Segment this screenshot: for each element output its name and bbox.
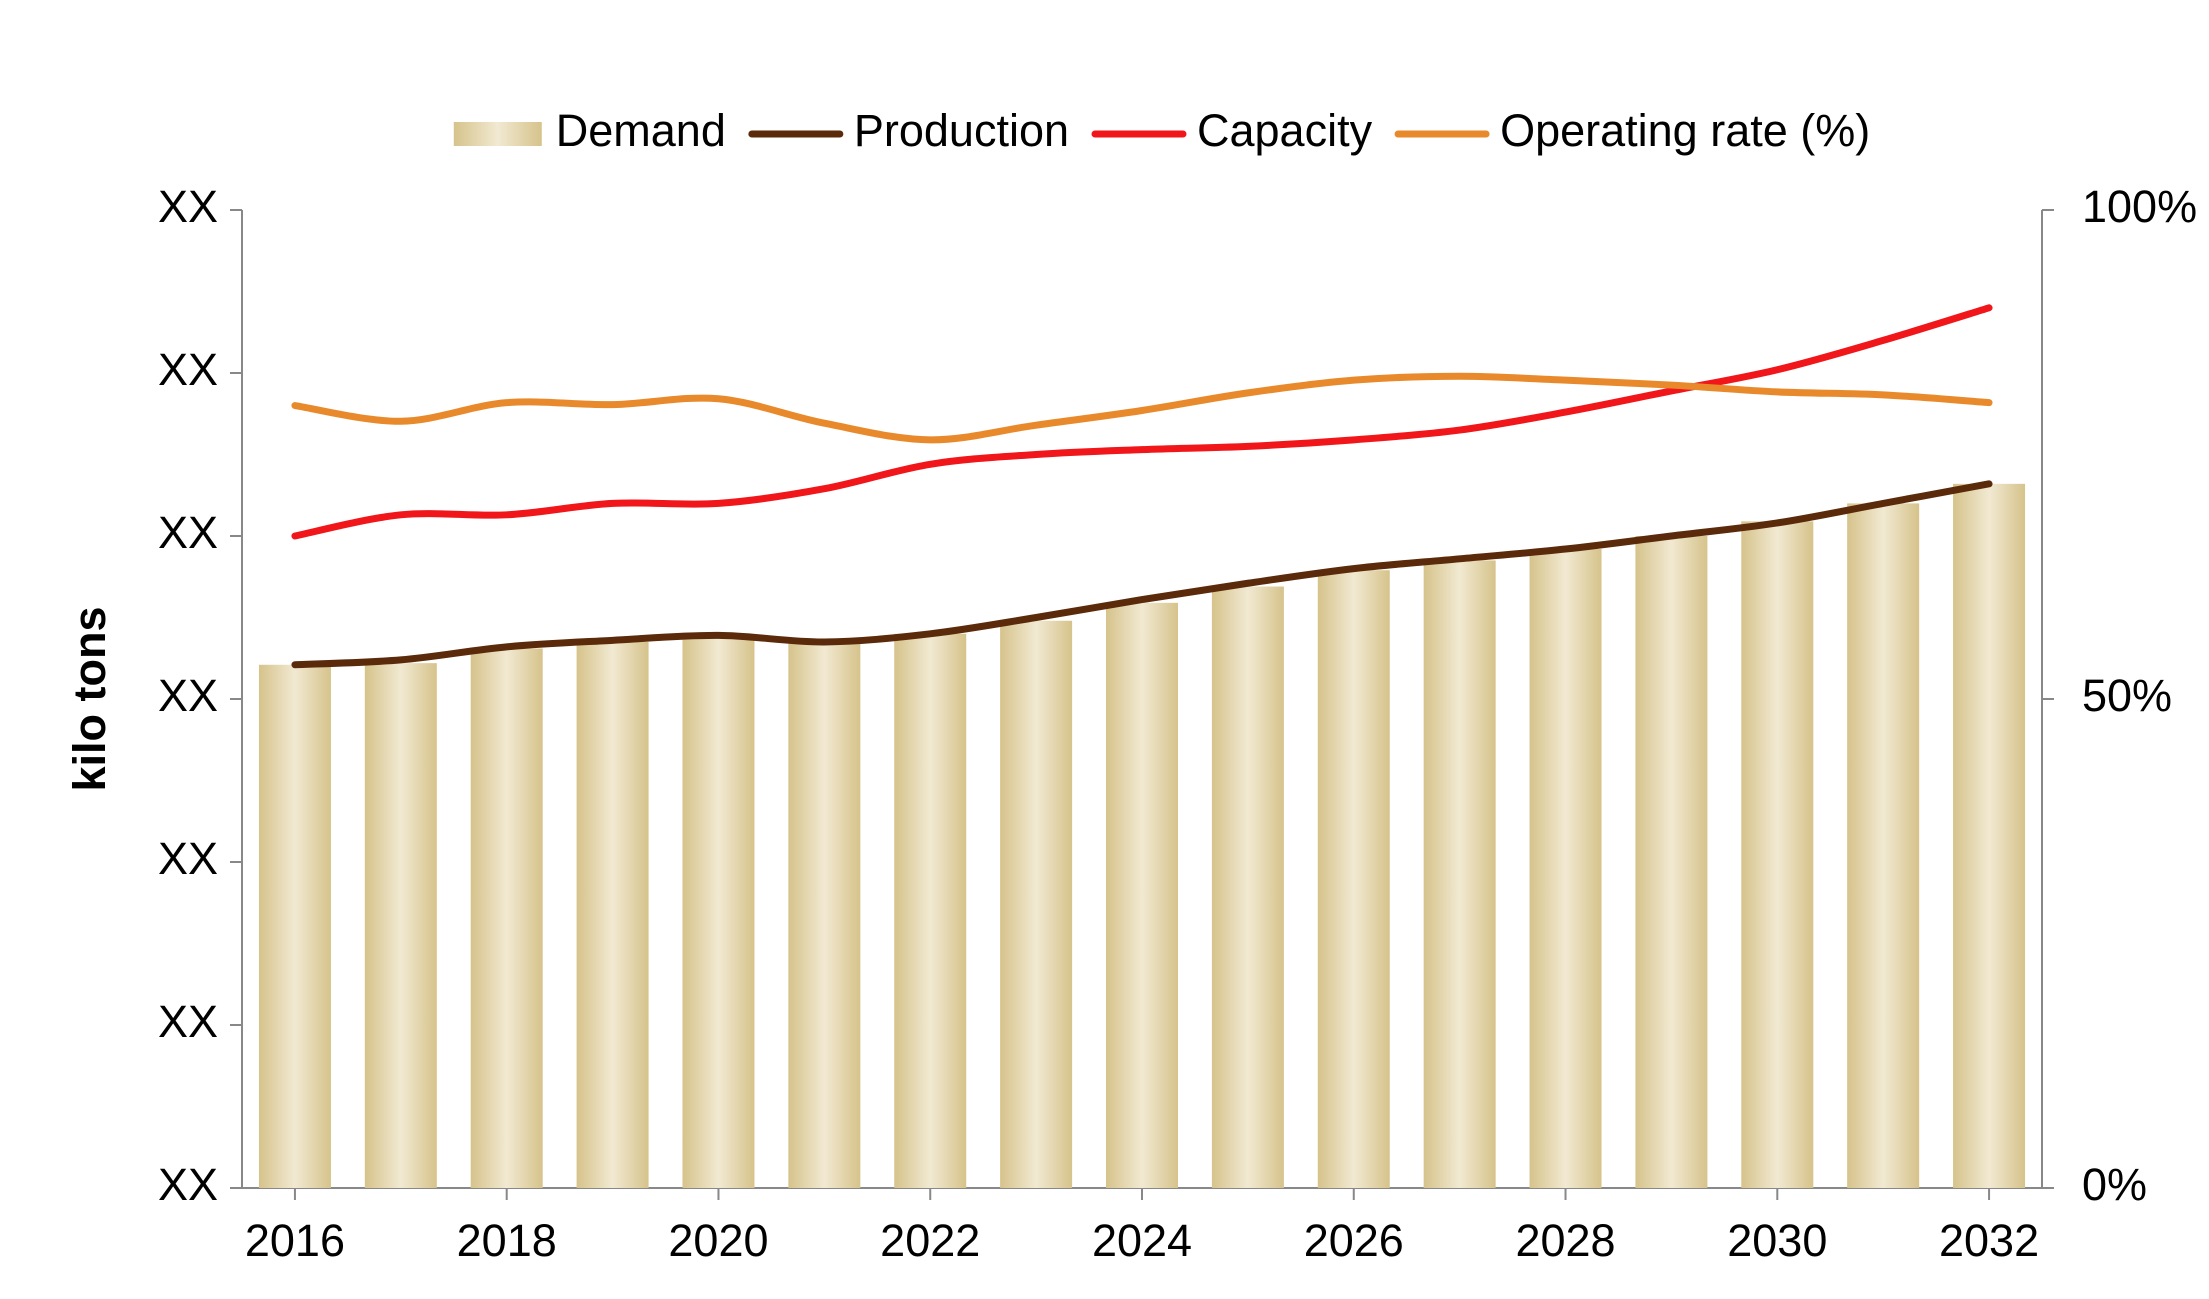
x-tick-label: 2018 [457, 1215, 557, 1266]
bar [1423, 560, 1496, 1188]
line [291, 480, 1993, 669]
y-tick-label: XX [158, 670, 218, 721]
y2-tick-label: 100% [2082, 181, 2197, 232]
legend: Demand Production Capacity Operating rate (… [453, 105, 1870, 156]
x-tick-label: 2024 [1092, 1215, 1192, 1266]
y-tick-label: XX [158, 833, 218, 884]
legend-label: Production [854, 105, 1069, 156]
legend-label: Demand [556, 105, 726, 156]
line [291, 304, 1993, 540]
bar [1106, 602, 1178, 1188]
x-tick-label: 2016 [245, 1215, 345, 1266]
y2-tick-label: 50% [2082, 670, 2172, 721]
bar [1953, 483, 2026, 1189]
bar [470, 648, 543, 1188]
y-tick-label: XX [158, 1159, 218, 1210]
bar [1741, 521, 1814, 1188]
bar [1529, 549, 1602, 1188]
x-tick-label: 2032 [1939, 1215, 2039, 1266]
x-tick-label: 2022 [880, 1215, 980, 1266]
legend-label: Operating rate (%) [1500, 105, 1870, 156]
x-tick-label: 2020 [668, 1215, 768, 1266]
bar [894, 633, 967, 1188]
bar [788, 643, 861, 1188]
legend-key [453, 122, 542, 146]
bar [1847, 503, 1920, 1188]
line [291, 372, 1993, 444]
x-tick-label: 2026 [1304, 1215, 1404, 1266]
y2-tick-label: 0% [2082, 1159, 2147, 1210]
bar [1317, 570, 1390, 1188]
bar [1211, 586, 1284, 1188]
y-axis-label: kilo tons [64, 606, 115, 791]
y-tick-label: XX [158, 507, 218, 558]
bar [1000, 620, 1073, 1188]
bar [364, 663, 437, 1188]
legend-label: Capacity [1197, 105, 1373, 156]
x-tick-label: 2030 [1727, 1215, 1827, 1266]
y-tick-label: XX [158, 181, 218, 232]
y-tick-label: XX [158, 996, 218, 1047]
bar [258, 664, 331, 1188]
bar [576, 641, 649, 1188]
x-tick-label: 2028 [1515, 1215, 1615, 1266]
y-tick-label: XX [158, 344, 218, 395]
bar [682, 637, 755, 1188]
bar [1635, 536, 1708, 1188]
